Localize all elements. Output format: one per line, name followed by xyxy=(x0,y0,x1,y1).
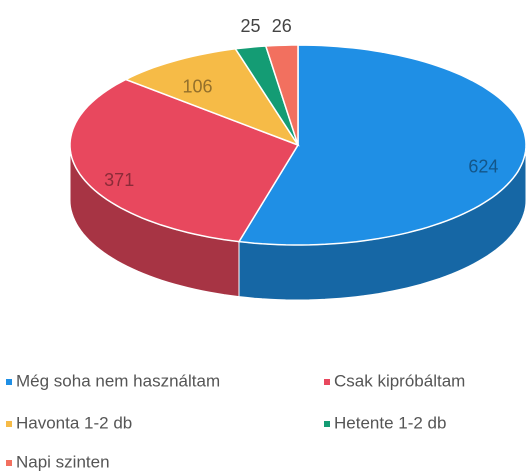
legend-marker xyxy=(324,379,330,385)
slice xyxy=(69,78,300,243)
legend-label: Még soha nem használtam xyxy=(16,371,220,390)
legend-label: Havonta 1-2 db xyxy=(16,413,132,432)
legend-marker xyxy=(324,421,330,427)
legend-marker xyxy=(6,460,12,466)
legend-marker xyxy=(6,421,12,427)
data-label: 26 xyxy=(272,16,292,36)
data-label: 624 xyxy=(468,156,498,176)
slice xyxy=(123,47,300,147)
data-label: 371 xyxy=(104,170,134,190)
legend-label: Napi szinten xyxy=(16,452,110,471)
legend-label: Csak kipróbáltam xyxy=(334,371,465,390)
slice xyxy=(264,44,299,146)
data-label: 25 xyxy=(240,16,260,36)
legend-marker xyxy=(6,379,12,385)
legend-label: Hetente 1-2 db xyxy=(334,413,446,432)
slice xyxy=(237,44,527,246)
data-label: 106 xyxy=(182,77,212,97)
